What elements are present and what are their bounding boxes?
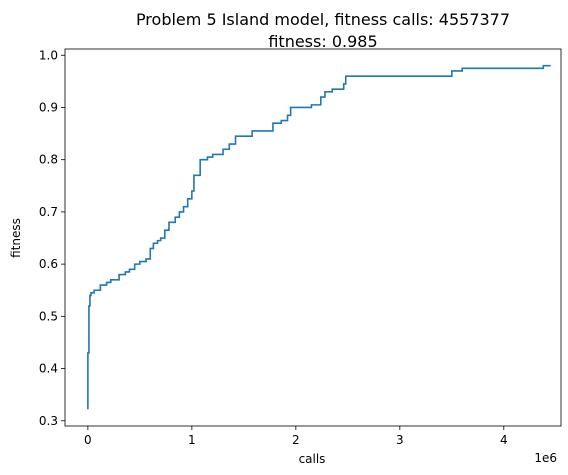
x-axis-label: calls <box>299 452 326 466</box>
y-tick-label: 0.6 <box>39 257 58 271</box>
x-tick-label: 1 <box>188 433 196 447</box>
y-tick-label: 0.8 <box>39 153 58 167</box>
y-tick-label: 0.5 <box>39 309 58 323</box>
x-tick-label: 3 <box>396 433 404 447</box>
y-tick-label: 0.7 <box>39 205 58 219</box>
x-tick-label: 2 <box>292 433 300 447</box>
y-tick-label: 0.4 <box>39 362 58 376</box>
x-axis-offset-label: 1e6 <box>534 451 557 465</box>
x-tick-label: 4 <box>500 433 508 447</box>
chart-title-line-2: fitness: 0.985 <box>268 32 377 51</box>
y-tick-label: 0.3 <box>39 414 58 428</box>
y-axis-label: fitness <box>9 218 23 258</box>
chart-title-line-1: Problem 5 Island model, fitness calls: 4… <box>136 10 510 29</box>
y-tick-label: 1.0 <box>39 48 58 62</box>
y-tick-label: 0.9 <box>39 100 58 114</box>
x-tick-label: 0 <box>84 433 92 447</box>
